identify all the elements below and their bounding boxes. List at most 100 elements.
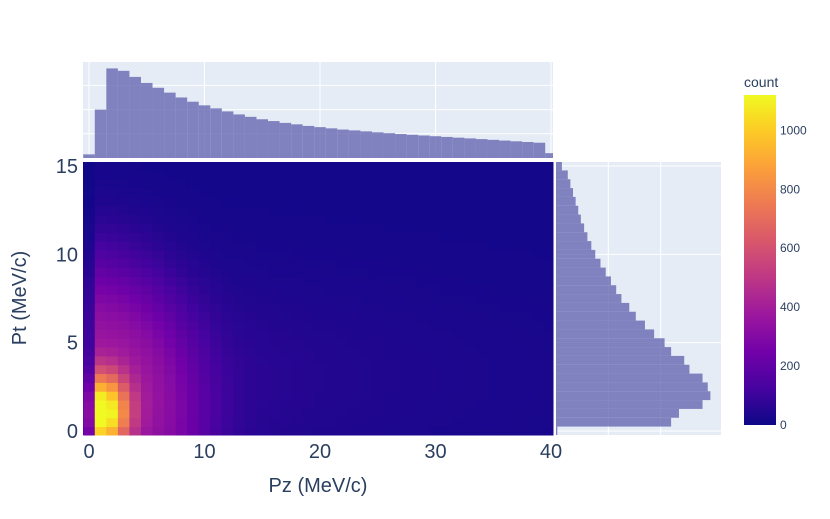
heatmap-cell — [210, 347, 223, 357]
heatmap-cell — [325, 382, 338, 392]
heatmap-cell — [94, 408, 107, 419]
heatmap-cell — [129, 400, 142, 410]
heatmap-cell — [233, 276, 246, 286]
heatmap-cell — [429, 294, 442, 304]
heatmap-cell — [106, 223, 119, 233]
heatmap-cell — [210, 417, 223, 428]
heatmap-cell — [545, 426, 554, 436]
heatmap-cell — [117, 223, 130, 233]
heatmap-cell — [279, 205, 292, 216]
heatmap-cell — [360, 320, 373, 330]
heatmap-cell — [129, 417, 142, 428]
heatmap-cell — [152, 249, 165, 260]
heatmap-cell — [256, 355, 269, 366]
heatmap-cell — [325, 258, 338, 269]
heatmap-cell — [83, 408, 96, 419]
heatmap-cell — [475, 196, 488, 207]
heatmap-cell — [94, 232, 107, 242]
heatmap-cell — [244, 426, 257, 436]
heatmap-cell — [487, 285, 500, 295]
heatmap-cell — [302, 320, 315, 330]
heatmap-cell — [522, 179, 535, 189]
heatmap-cell — [244, 329, 257, 339]
heatmap-cell — [487, 258, 500, 269]
heatmap-cell — [348, 294, 361, 304]
heatmap-cell — [429, 267, 442, 277]
heatmap-cell — [140, 294, 154, 304]
heatmap-cell — [475, 223, 488, 233]
heatmap-cell — [83, 417, 96, 428]
heatmap-cell — [452, 205, 465, 216]
heatmap-cell — [221, 400, 234, 410]
heatmap-cell — [117, 347, 130, 357]
heatmap-cell — [256, 214, 269, 224]
heatmap-cell — [429, 249, 442, 260]
heatmap-cell — [221, 382, 234, 392]
colorbar-tick-label: 200 — [780, 359, 800, 373]
heatmap-cell — [291, 426, 304, 436]
heatmap-cell — [256, 302, 269, 313]
heatmap-cell — [545, 267, 554, 277]
heatmap-cell — [233, 373, 246, 383]
heatmap-cell — [279, 196, 292, 207]
heatmap-cell — [395, 205, 408, 216]
heatmap-cell — [129, 249, 142, 260]
marginal-x-bar — [452, 137, 465, 158]
heatmap-cell — [175, 364, 188, 375]
heatmap-cell — [302, 285, 315, 295]
heatmap-cell — [117, 232, 130, 242]
heatmap-cell — [291, 214, 304, 224]
heatmap-cell — [221, 276, 234, 286]
heatmap-cell — [522, 276, 535, 286]
heatmap-cell — [175, 311, 188, 322]
heatmap-cell — [418, 382, 431, 392]
heatmap-cell — [452, 249, 465, 260]
heatmap-cell — [302, 205, 315, 216]
heatmap-cell — [452, 162, 465, 171]
heatmap-cell — [291, 382, 304, 392]
heatmap-cell — [175, 417, 188, 428]
heatmap-cell — [291, 311, 304, 322]
marginal-x-bar — [441, 136, 453, 158]
heatmap-cell — [337, 355, 350, 366]
heatmap-cell — [140, 196, 154, 207]
heatmap-cell — [117, 214, 130, 224]
heatmap-cell — [256, 196, 269, 207]
heatmap-cell — [371, 267, 385, 277]
heatmap-cell — [83, 179, 96, 189]
heatmap-cell — [198, 347, 211, 357]
heatmap-cell — [337, 214, 350, 224]
heatmap-cell — [499, 329, 512, 339]
heatmap-cell — [221, 426, 234, 436]
heatmap-cell — [233, 214, 246, 224]
heatmap-cell — [383, 188, 396, 198]
heatmap-cell — [140, 364, 154, 375]
heatmap-cell — [94, 258, 107, 269]
heatmap-cell — [256, 373, 269, 383]
heatmap-cell — [533, 267, 546, 277]
heatmap-cell — [175, 196, 188, 207]
heatmap-cell — [406, 400, 419, 410]
heatmap-cell — [268, 196, 281, 207]
heatmap-cell — [244, 162, 257, 171]
heatmap-cell — [94, 285, 107, 295]
heatmap-cell — [221, 179, 234, 189]
heatmap-cell — [314, 223, 327, 233]
heatmap-cell — [383, 302, 396, 313]
heatmap-cell — [302, 373, 315, 383]
heatmap-cell — [510, 400, 523, 410]
heatmap-cell — [256, 188, 269, 198]
heatmap-cell — [360, 196, 373, 207]
heatmap-cell — [244, 294, 257, 304]
heatmap-cell — [464, 329, 477, 339]
heatmap-cell — [395, 162, 408, 171]
heatmap-cell — [510, 320, 523, 330]
heatmap-cell — [221, 338, 234, 348]
heatmap-cell — [279, 373, 292, 383]
colorbar-tick-label: 800 — [780, 182, 800, 196]
heatmap-cell — [129, 355, 142, 366]
heatmap-cell — [117, 294, 130, 304]
heatmap-cell — [499, 170, 512, 180]
heatmap-cell — [337, 373, 350, 383]
heatmap-cell — [152, 320, 165, 330]
